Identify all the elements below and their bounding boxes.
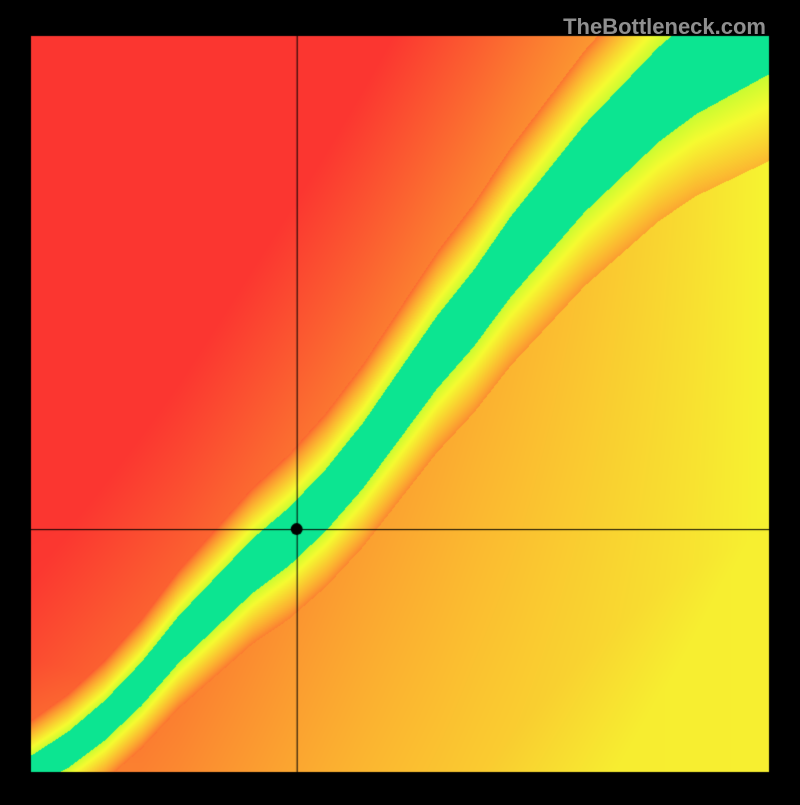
heatmap-chart [0,0,800,805]
heatmap-canvas [0,0,800,800]
watermark-text: TheBottleneck.com [563,14,766,40]
